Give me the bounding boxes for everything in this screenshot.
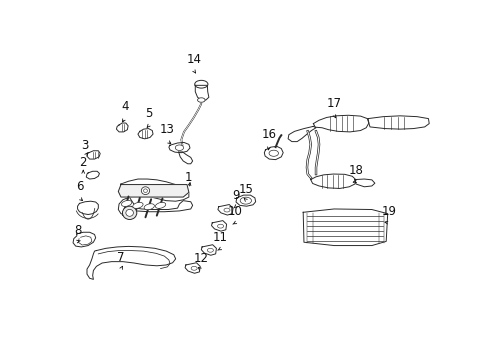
Ellipse shape — [240, 197, 251, 204]
Text: 7: 7 — [117, 252, 125, 265]
Ellipse shape — [224, 208, 230, 212]
Text: 8: 8 — [74, 224, 81, 237]
Polygon shape — [73, 232, 96, 247]
Text: 3: 3 — [81, 139, 89, 152]
Polygon shape — [218, 204, 233, 215]
Polygon shape — [86, 171, 99, 179]
Text: 9: 9 — [232, 189, 240, 202]
Text: 15: 15 — [239, 183, 254, 196]
Polygon shape — [87, 246, 175, 279]
Polygon shape — [87, 151, 100, 159]
Text: 16: 16 — [262, 128, 277, 141]
Ellipse shape — [175, 145, 184, 150]
Polygon shape — [169, 143, 190, 153]
Ellipse shape — [191, 266, 197, 270]
Polygon shape — [368, 116, 429, 129]
Ellipse shape — [144, 204, 154, 210]
Text: 18: 18 — [348, 164, 364, 177]
Polygon shape — [355, 179, 375, 187]
Polygon shape — [311, 174, 356, 188]
Polygon shape — [264, 146, 283, 159]
Polygon shape — [212, 221, 226, 231]
Polygon shape — [179, 152, 193, 164]
Ellipse shape — [218, 224, 223, 228]
Polygon shape — [77, 201, 98, 215]
Ellipse shape — [197, 98, 205, 102]
Text: 1: 1 — [185, 171, 193, 184]
Text: 6: 6 — [75, 180, 83, 193]
Ellipse shape — [269, 150, 278, 156]
Polygon shape — [201, 245, 217, 255]
Polygon shape — [236, 195, 256, 206]
Text: 11: 11 — [213, 231, 228, 244]
Ellipse shape — [133, 202, 143, 208]
Ellipse shape — [195, 80, 208, 88]
Ellipse shape — [207, 248, 214, 252]
Text: 2: 2 — [79, 156, 87, 169]
Polygon shape — [303, 209, 388, 246]
Polygon shape — [185, 263, 200, 273]
Ellipse shape — [155, 202, 166, 208]
Polygon shape — [314, 115, 369, 132]
Text: 10: 10 — [228, 205, 243, 218]
Text: 14: 14 — [186, 53, 201, 66]
Polygon shape — [138, 129, 153, 139]
Polygon shape — [196, 85, 209, 100]
Text: 12: 12 — [194, 252, 209, 265]
Ellipse shape — [126, 210, 133, 216]
Text: 4: 4 — [121, 100, 128, 113]
Ellipse shape — [144, 189, 147, 193]
Text: 5: 5 — [146, 107, 153, 120]
Text: 13: 13 — [160, 123, 175, 136]
Text: 19: 19 — [381, 205, 396, 218]
Ellipse shape — [122, 201, 132, 206]
Text: 17: 17 — [327, 97, 342, 110]
Polygon shape — [136, 201, 193, 212]
Ellipse shape — [122, 206, 137, 220]
Polygon shape — [117, 123, 128, 132]
Polygon shape — [118, 179, 189, 216]
Ellipse shape — [141, 187, 149, 194]
Polygon shape — [288, 126, 316, 141]
Polygon shape — [118, 185, 189, 197]
